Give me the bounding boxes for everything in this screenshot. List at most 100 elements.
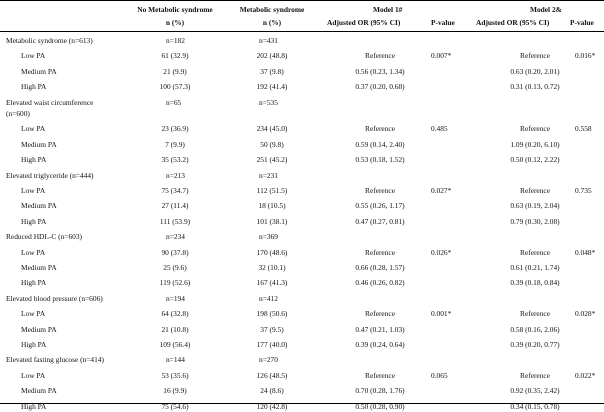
section-n-yes: n=431 (259, 36, 278, 45)
row-label: Medium PA (21, 139, 57, 149)
row-ms: 192 (41.4) (256, 82, 288, 92)
row-no-ms: 35 (53.2) (161, 155, 189, 165)
section-title: Reduced HDL-C (n=603) (6, 232, 83, 242)
row-label: Medium PA (21, 324, 57, 334)
row-or-model1: 0.47 (0.21, 1.03) (355, 324, 405, 334)
row-no-ms: 119 (52.6) (159, 278, 191, 288)
row-or-model1: 0.37 (0.20, 0.68) (355, 82, 405, 92)
row-or-model2: 0.39 (0.20, 0.77) (510, 340, 560, 349)
row-ms: 24 (8.6) (260, 386, 284, 396)
row-p-model2: 0.022* (575, 370, 596, 380)
header-rule (0, 31, 604, 32)
row-no-ms: 21 (10.8) (161, 324, 189, 334)
row-or-model2: 0.31 (0.13, 0.72) (510, 82, 560, 92)
row-label: Low PA (21, 370, 46, 380)
row-label: Low PA (21, 186, 46, 195)
section-n-yes: n=535 (259, 97, 278, 107)
row-ms: 251 (45.2) (256, 155, 288, 165)
row-ms: 112 (51.5) (256, 186, 288, 195)
row-p-model2: 0.048* (575, 247, 596, 257)
row-or-model2: Reference (520, 370, 550, 380)
row-or-model1: 0.55 (0.26, 1.17) (355, 201, 405, 211)
row-no-ms: 109 (56.4) (159, 340, 191, 349)
row-label: High PA (21, 401, 47, 411)
row-ms: 126 (48.5) (256, 370, 288, 380)
header-ms-n: n (%) (262, 18, 282, 27)
row-or-model1: 0.39 (0.24, 0.64) (355, 340, 405, 349)
row-or-model2: 0.50 (0.12, 2.22) (510, 155, 560, 165)
section-title: Elevated fasting glucose (n=414) (6, 355, 104, 365)
header-model2-p: P-value (570, 18, 594, 27)
row-ms: 37 (9.8) (260, 66, 284, 76)
row-no-ms: 100 (57.3) (159, 82, 191, 92)
row-or-model2: Reference (520, 309, 550, 319)
row-or-model2: 0.63 (0.20, 2.01) (510, 66, 560, 76)
row-label: High PA (21, 278, 47, 288)
section-title: Metabolic syndrome (n=613) (6, 36, 93, 45)
row-no-ms: 53 (35.6) (161, 370, 189, 380)
row-no-ms: 75 (34.7) (161, 186, 189, 195)
row-no-ms: 21 (9.9) (163, 66, 187, 76)
row-p-model1: 0.007* (431, 51, 452, 61)
row-p-model2: 0.735 (575, 186, 592, 195)
section-title-cont: (n=600) (6, 109, 30, 118)
section-n-no: n=234 (166, 232, 185, 242)
row-or-model1: Reference (365, 370, 395, 380)
header-no-ms-n: n (%) (165, 18, 185, 27)
section-n-no: n=194 (166, 293, 185, 303)
row-or-model1: 0.70 (0.28, 1.76) (355, 386, 405, 396)
row-or-model2: 0.61 (0.21, 1.74) (510, 263, 560, 272)
row-or-model1: 0.56 (0.23, 1.34) (355, 66, 405, 76)
header-ms: Metabolic syndrome (239, 5, 305, 14)
row-or-model1: Reference (365, 124, 395, 134)
row-label: High PA (21, 155, 47, 165)
row-ms: 170 (48.6) (256, 247, 288, 257)
row-ms: 120 (42.8) (256, 401, 288, 411)
row-or-model2: 0.92 (0.35, 2.42) (510, 386, 560, 396)
row-label: Low PA (21, 247, 46, 257)
bottom-rule (0, 403, 604, 404)
row-or-model2: 0.39 (0.18, 0.84) (510, 278, 560, 288)
row-or-model2: 1.09 (0.20, 6.10) (510, 139, 560, 149)
section-n-yes: n=369 (259, 232, 278, 242)
row-or-model2: 0.34 (0.15, 0.78) (510, 401, 560, 411)
row-no-ms: 75 (54.6) (161, 401, 189, 411)
section-n-no: n=213 (166, 170, 185, 180)
row-p-model2: 0.558 (575, 124, 592, 134)
row-no-ms: 90 (37.8) (161, 247, 189, 257)
row-or-model1: Reference (365, 309, 395, 319)
row-ms: 18 (10.5) (258, 201, 286, 211)
row-or-model1: 0.47 (0.27, 0.81) (355, 216, 405, 226)
row-or-model2: Reference (520, 247, 550, 257)
row-or-model1: 0.53 (0.18, 1.52) (355, 155, 405, 165)
row-or-model2: Reference (520, 186, 550, 195)
row-p-model2: 0.016* (575, 51, 596, 61)
row-or-model1: 0.50 (0.28, 0.90) (355, 401, 405, 411)
row-p-model1: 0.065 (431, 370, 448, 380)
row-ms: 101 (38.1) (256, 216, 288, 226)
section-n-yes: n=270 (259, 355, 278, 365)
row-ms: 167 (41.3) (256, 278, 288, 288)
row-p-model1: 0.001* (431, 309, 452, 319)
row-no-ms: 16 (9.9) (163, 386, 187, 396)
row-label: High PA (21, 82, 47, 92)
row-label: Low PA (21, 51, 46, 61)
row-or-model2: Reference (520, 124, 550, 134)
row-label: Medium PA (21, 263, 57, 272)
row-ms: 177 (40.0) (256, 340, 288, 349)
row-ms: 37 (9.5) (260, 324, 284, 334)
row-ms: 198 (50.6) (256, 309, 288, 319)
row-no-ms: 61 (32.9) (161, 51, 189, 61)
row-p-model1: 0.485 (431, 124, 448, 134)
row-no-ms: 7 (9.9) (165, 139, 185, 149)
row-label: Low PA (21, 309, 46, 319)
row-or-model1: Reference (365, 247, 395, 257)
row-ms: 50 (9.8) (260, 139, 284, 149)
section-n-yes: n=231 (259, 170, 278, 180)
row-p-model2: 0.028* (575, 309, 596, 319)
row-ms: 32 (10.1) (258, 263, 286, 272)
row-ms: 202 (48.8) (256, 51, 288, 61)
row-or-model1: Reference (365, 186, 395, 195)
row-or-model1: 0.66 (0.28, 1.57) (355, 263, 405, 272)
